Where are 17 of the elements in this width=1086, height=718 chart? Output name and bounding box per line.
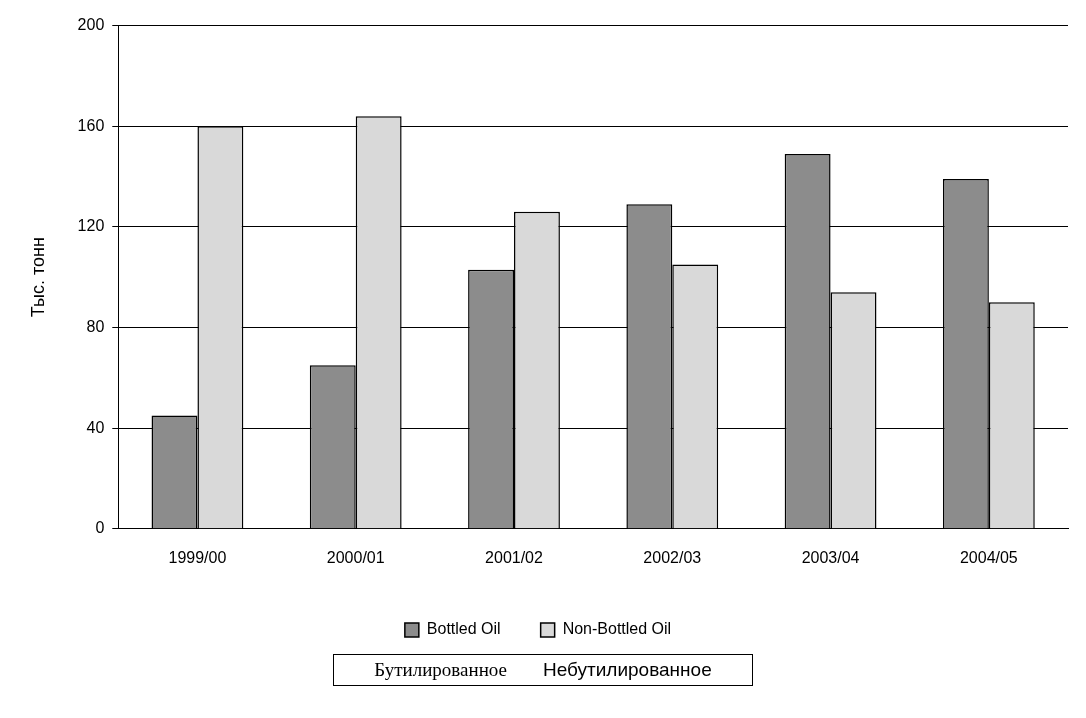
x-tick-label: 2004/05 xyxy=(959,548,1018,566)
legend-label: Bottled Oil xyxy=(426,620,501,638)
x-tick-label: 2000/01 xyxy=(326,548,385,566)
text: Небутилированное xyxy=(542,659,712,681)
y-tick-label: 200 xyxy=(77,16,105,34)
text: Бутилированное xyxy=(374,659,507,681)
y-tick-label: 0 xyxy=(95,519,105,537)
x-tick-label: 2001/02 xyxy=(485,548,544,566)
y-tick-label: 80 xyxy=(86,317,105,335)
x-tick-label: 2002/03 xyxy=(643,548,702,566)
legend-label: Non-Bottled Oil xyxy=(562,620,672,638)
y-axis-title: Тыс. тонн xyxy=(27,237,48,318)
y-tick-label: 120 xyxy=(77,217,105,235)
y-tick-label: 40 xyxy=(86,418,105,436)
x-tick-label: 2003/04 xyxy=(801,548,860,566)
y-tick-label: 160 xyxy=(77,116,105,134)
x-tick-label: 1999/00 xyxy=(168,548,227,566)
